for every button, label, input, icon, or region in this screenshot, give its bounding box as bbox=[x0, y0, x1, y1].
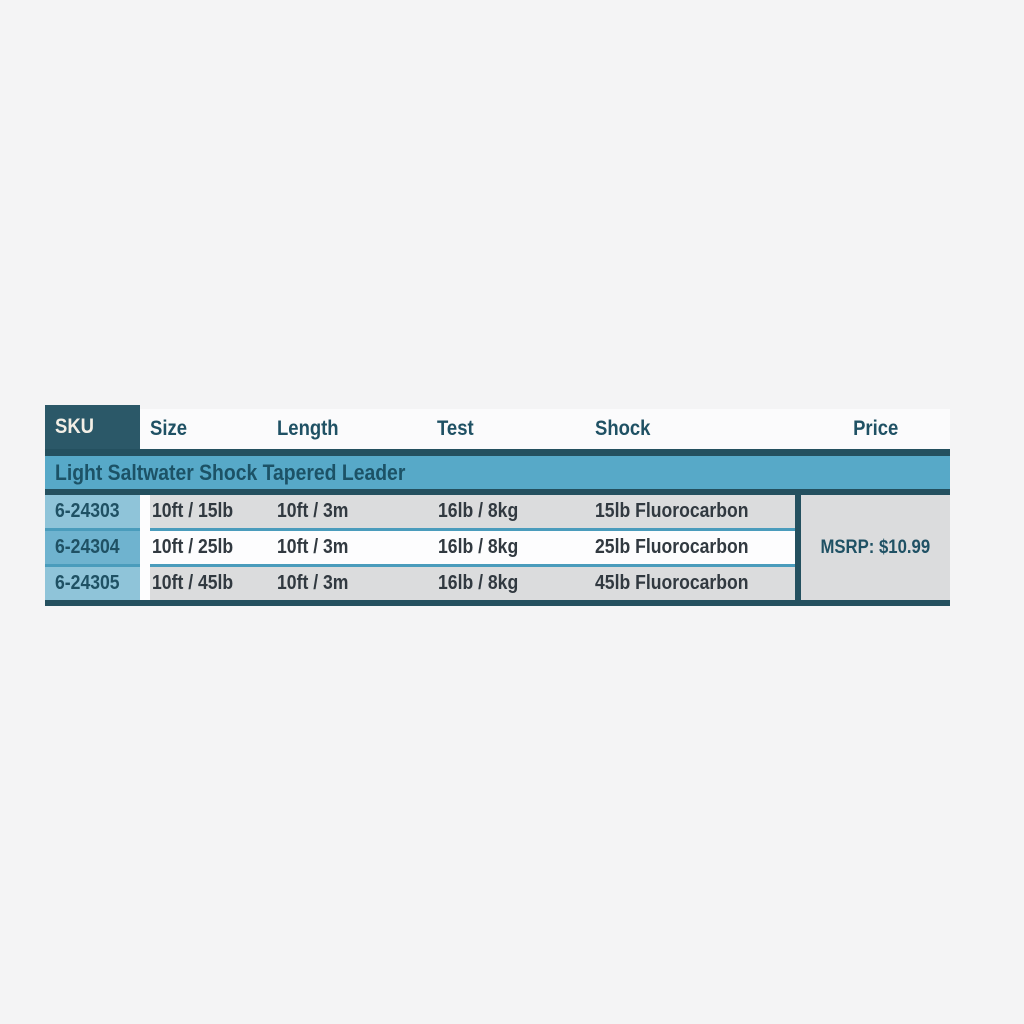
row-separator bbox=[45, 564, 795, 567]
rows-area: 6-24303 10ft / 15lb 10ft / 3m 16lb / 8kg… bbox=[45, 495, 795, 600]
header-cell-price: Price bbox=[801, 409, 950, 449]
table-bottom-border bbox=[45, 600, 950, 606]
size-value: 10ft / 45lb bbox=[152, 572, 234, 594]
price-cell-left-border bbox=[795, 495, 801, 600]
price-cell: MSRP: $10.99 bbox=[801, 495, 950, 600]
table-header-row: SKU Size Length Test Shock Price bbox=[45, 405, 950, 449]
sku-cell: 6-24303 bbox=[45, 495, 140, 528]
header-cell-size: Size bbox=[150, 417, 187, 440]
product-spec-table: SKU Size Length Test Shock Price Light S… bbox=[45, 405, 950, 606]
header-strip: Size Length Test Shock Price bbox=[140, 409, 950, 449]
row-separator bbox=[45, 528, 795, 531]
header-cell-shock: Shock bbox=[595, 417, 651, 440]
test-value: 16lb / 8kg bbox=[438, 572, 519, 594]
size-value: 10ft / 25lb bbox=[152, 536, 234, 558]
column-gap bbox=[140, 567, 150, 600]
header-cell-length: Length bbox=[277, 417, 339, 440]
table-row-1: 6-24303 10ft / 15lb 10ft / 3m 16lb / 8kg… bbox=[45, 495, 795, 528]
sku-value: 6-24304 bbox=[55, 536, 120, 558]
sku-cell: 6-24305 bbox=[45, 567, 140, 600]
category-title: Light Saltwater Shock Tapered Leader bbox=[55, 459, 406, 485]
length-value: 10ft / 3m bbox=[277, 536, 349, 558]
column-gap bbox=[140, 495, 150, 528]
row-cells: 10ft / 15lb 10ft / 3m 16lb / 8kg 15lb Fl… bbox=[150, 495, 795, 528]
table-row-3: 6-24305 10ft / 45lb 10ft / 3m 16lb / 8kg… bbox=[45, 567, 795, 600]
table-body: 6-24303 10ft / 15lb 10ft / 3m 16lb / 8kg… bbox=[45, 495, 950, 600]
test-value: 16lb / 8kg bbox=[438, 536, 519, 558]
divider-under-header bbox=[45, 449, 950, 456]
shock-value: 25lb Fluorocarbon bbox=[595, 536, 749, 558]
header-label-price: Price bbox=[852, 417, 899, 440]
sku-cell: 6-24304 bbox=[45, 531, 140, 564]
length-value: 10ft / 3m bbox=[277, 572, 349, 594]
row-cells: 10ft / 45lb 10ft / 3m 16lb / 8kg 45lb Fl… bbox=[150, 567, 795, 600]
header-cell-sku: SKU bbox=[45, 405, 140, 449]
sku-value: 6-24305 bbox=[55, 572, 120, 594]
header-cell-test: Test bbox=[437, 417, 474, 440]
column-gap bbox=[140, 531, 150, 564]
divider-under-category bbox=[45, 489, 950, 495]
table-row-2: 6-24304 10ft / 25lb 10ft / 3m 16lb / 8kg… bbox=[45, 531, 795, 564]
length-value: 10ft / 3m bbox=[277, 500, 349, 522]
row-cells: 10ft / 25lb 10ft / 3m 16lb / 8kg 25lb Fl… bbox=[150, 531, 795, 564]
size-value: 10ft / 15lb bbox=[152, 500, 234, 522]
shock-value: 45lb Fluorocarbon bbox=[595, 572, 749, 594]
shock-value: 15lb Fluorocarbon bbox=[595, 500, 749, 522]
category-row: Light Saltwater Shock Tapered Leader bbox=[45, 456, 950, 489]
test-value: 16lb / 8kg bbox=[438, 500, 519, 522]
msrp-value: MSRP: $10.99 bbox=[820, 536, 931, 558]
header-label-sku: SKU bbox=[55, 415, 95, 438]
sku-value: 6-24303 bbox=[55, 500, 120, 522]
